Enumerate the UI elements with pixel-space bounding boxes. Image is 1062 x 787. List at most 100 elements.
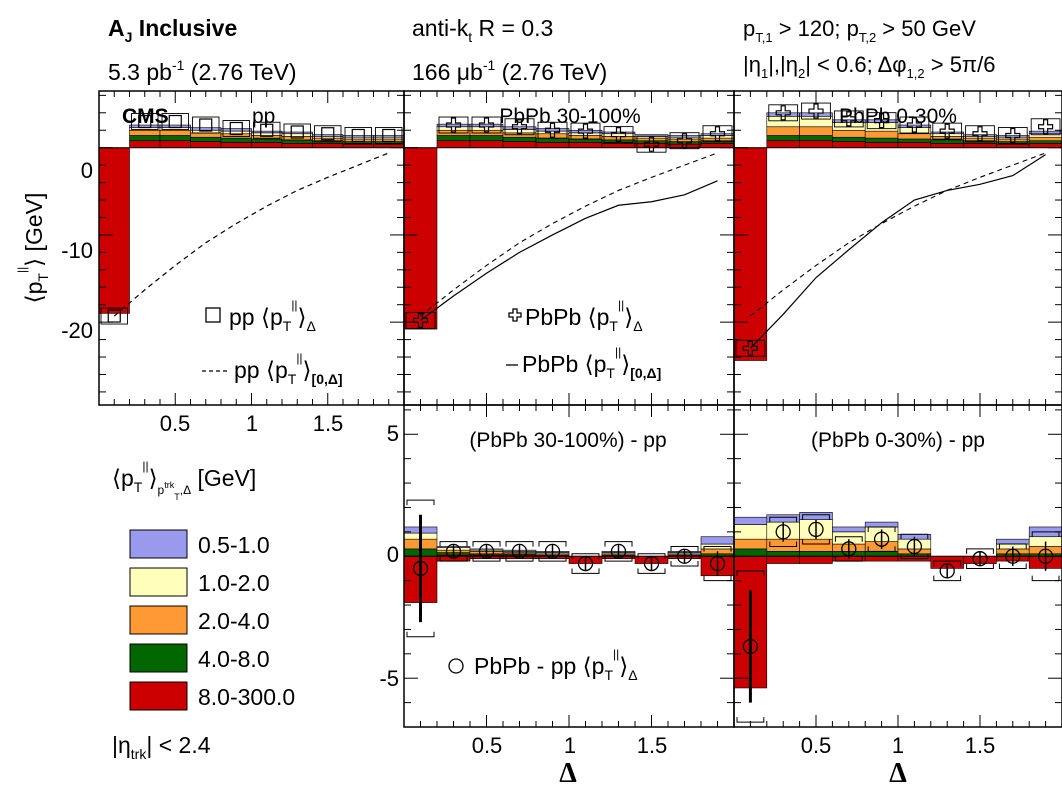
bar-2.0-4.0-bin2: [799, 538, 833, 552]
swatch-0.5-1.0: [129, 529, 188, 559]
sys-bracket-panel4-bin3: [834, 536, 863, 562]
marker-cross-panel2-bin1: [775, 105, 791, 121]
sys-box-panel0-bin3: [192, 116, 220, 134]
xaxis-title-mid: Δ: [559, 758, 577, 787]
header-lumi-pp: 5.3 pb-1 (2.76 TeV): [108, 57, 297, 85]
bar-8.0-300.0-bin6: [930, 143, 964, 148]
marker-cross-panel2-bin9: [1038, 119, 1054, 135]
panel-label-diff-periph: (PbPb 30-100%) - pp: [469, 429, 666, 452]
marker-square-bin7: [321, 127, 335, 141]
bar-8.0-300.0-bin4: [535, 142, 570, 148]
bar-2.0-4.0-bin9: [1028, 136, 1062, 142]
header-title: AJ Inclusive: [108, 15, 237, 45]
bar-4.0-8.0-bin3: [502, 136, 537, 142]
bar-1.0-2.0-bin5: [568, 132, 603, 136]
key-label-4.0-8.0: 4.0-8.0: [198, 646, 270, 672]
color-key-legend: ⟨pT||⟩ptrkT,Δ [GeV] 0.5-1.0 1.0-2.0 2.0-…: [112, 459, 295, 762]
data-markers: [99, 102, 1062, 723]
bar-0.5-1.0-bin6: [281, 131, 313, 135]
legend-pp-cumulative: pp ⟨pT||⟩[0,Δ]: [202, 351, 343, 387]
sys-box-panel0-bin7: [314, 125, 342, 143]
bar-8.0-300.0-bin5: [251, 142, 283, 148]
sys-box-panel1-bin8: [669, 132, 700, 150]
yaxis-title: ⟨pT||⟩ [GeV]: [15, 193, 51, 304]
bar-4.0-8.0-bin6: [930, 139, 964, 144]
bar-8.0-300.0-bin7: [634, 143, 669, 148]
bar-2.0-4.0-bin1: [766, 126, 800, 136]
bar-0.5-1.0-bin4: [535, 128, 570, 132]
bar-2.0-4.0-bin8: [996, 138, 1030, 142]
bar-4.0-8.0-bin1: [436, 135, 471, 142]
bar-negative-8.0-300.0-bin4: [864, 555, 899, 562]
header-eta-phi-cuts: |η1|,|η2| < 0.6; Δφ1,2 > 5π/6: [743, 52, 995, 81]
marker-cross-panel1-bin7: [643, 136, 660, 152]
bar-0.5-1.0-bin5: [568, 129, 603, 134]
bar-8.0-300.0-bin7: [312, 143, 344, 148]
key-label-8.0-300.0: 8.0-300.0: [198, 684, 295, 710]
bar-8.0-300.0-bin3: [502, 141, 537, 148]
marker-circle-panel3-bin8: [676, 548, 693, 564]
sys-box-panel2-bin4: [866, 112, 897, 130]
marker-cross-panel1-bin1: [445, 117, 462, 133]
legend-open-circle-marker: [448, 658, 464, 674]
axis-ticks: [98, 91, 1062, 728]
bar-4.0-8.0-bin4: [864, 551, 899, 557]
swatch-1.0-2.0: [129, 567, 188, 597]
sys-box-panel0-bin8: [344, 127, 372, 144]
sys-bracket-panel4-bin7: [966, 548, 994, 569]
legend-difference: PbPb - pp ⟨pT||⟩Δ: [448, 647, 638, 683]
bar-8.0-300.0-bin3: [190, 141, 222, 148]
xtick-mid-1: 1: [564, 733, 576, 758]
bar-0.5-1.0-bin6: [601, 131, 636, 135]
cumulative-line-panel0: [113, 152, 389, 317]
bar-negative-8.0-300.0-bin1: [766, 555, 800, 564]
bar-0.5-1.0-bin4: [220, 128, 252, 132]
bar-8.0-300.0-bin8: [342, 143, 374, 148]
pp-reference-line-panel2: [750, 152, 1046, 317]
marker-circle-panel3-bin4: [544, 543, 561, 560]
bar-0.5-1.0-bin3: [832, 526, 866, 533]
marker-square-bin1: [138, 114, 152, 129]
marker-cross-panel2-bin3: [841, 111, 857, 127]
marker-cross-panel1-bin6: [610, 127, 627, 143]
bar-0.5-1.0-bin2: [799, 112, 833, 117]
marker-square-bin4: [229, 121, 243, 136]
marker-cross-panel2-bin8: [1005, 127, 1021, 144]
sys-bracket-panel3-bin5: [571, 553, 600, 574]
bar-8.0-300.0-bin1: [129, 140, 161, 148]
bar-8.0-300.0-bin6: [281, 143, 313, 148]
bar-0.5-1.0-bin9: [373, 135, 405, 138]
bar-negative-8.0-300.0-bin0: [403, 147, 438, 330]
sys-bracket-panel3-bin8: [670, 545, 699, 567]
bar-4.0-8.0-bin1: [766, 551, 800, 557]
marker-cross-panel2-bin2: [808, 103, 824, 119]
marker-cross-panel2-bin0: [742, 340, 758, 356]
marker-circle-panel3-bin6: [610, 543, 627, 560]
marker-square-bin3: [199, 118, 213, 132]
sys-bracket-panel3-bin4: [538, 541, 567, 562]
bar-4.0-8.0-bin4: [220, 137, 252, 143]
sys-box-panel2-bin6: [932, 122, 963, 140]
sys-bracket-panel4-bin9: [1031, 531, 1060, 582]
sys-bracket-panel4-bin6: [933, 560, 962, 582]
bar-0.5-1.0-bin9: [700, 133, 735, 136]
bar-4.0-8.0-bin2: [799, 135, 833, 142]
bar-0.5-1.0-bin0: [733, 516, 768, 525]
bar-2.0-4.0-bin2: [159, 129, 191, 136]
bar-2.0-4.0-bin4: [864, 130, 899, 139]
cumulative-line-panel2: [749, 154, 1046, 349]
bar-0.5-1.0-bin1: [766, 112, 800, 117]
sys-box-panel2-bin7: [965, 125, 995, 143]
sys-bracket-panel3-bin1: [439, 541, 468, 562]
svg-text:PbPb ⟨pT||⟩[0,Δ]: PbPb ⟨pT||⟩[0,Δ]: [522, 345, 661, 381]
marker-square-bin0: [107, 309, 121, 323]
sys-box-panel2-bin0: [735, 339, 766, 357]
color-key-title: ⟨pT||⟩ptrkT,Δ [GeV]: [112, 459, 256, 502]
bar-0.5-1.0-bin7: [312, 134, 344, 137]
bar-8.0-300.0-bin8: [996, 143, 1030, 148]
legend-pbpb-cumulative: PbPb ⟨pT||⟩[0,Δ]: [506, 345, 661, 381]
bar-2.0-4.0-bin8: [667, 138, 702, 142]
sys-box-panel0-bin1: [131, 113, 159, 130]
bar-8.0-300.0-bin6: [601, 143, 636, 148]
